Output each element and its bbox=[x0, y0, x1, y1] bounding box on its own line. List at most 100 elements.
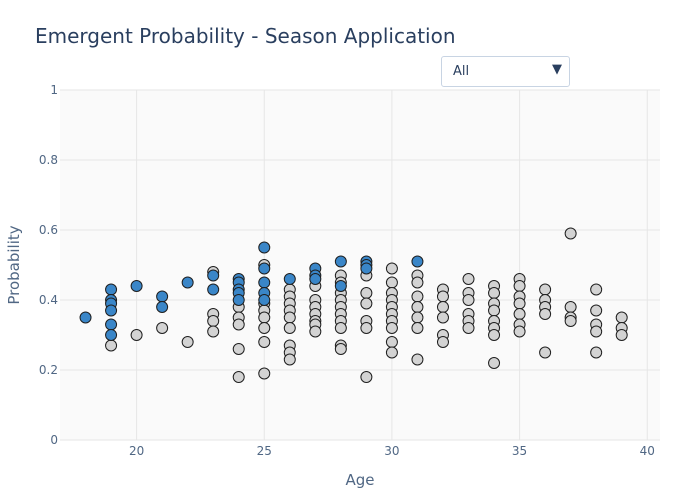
chart-title: Emergent Probability - Season Applicatio… bbox=[35, 24, 456, 48]
scatter-point-default bbox=[258, 336, 271, 348]
scatter-point-highlight bbox=[360, 262, 373, 275]
scatter-point-highlight bbox=[258, 262, 271, 275]
scatter-point-highlight bbox=[105, 318, 118, 331]
scatter-point-default bbox=[283, 353, 296, 366]
scatter-point-default bbox=[105, 339, 118, 352]
y-tick-label: 0.8 bbox=[39, 153, 58, 167]
x-tick-label: 30 bbox=[384, 444, 399, 458]
scatter-point-default bbox=[258, 322, 271, 334]
dropdown-selected-value: All bbox=[453, 64, 470, 79]
scatter-point-default bbox=[130, 329, 143, 341]
scatter-point-default bbox=[411, 353, 424, 366]
scatter-point-default bbox=[590, 304, 603, 317]
scatter-point-default bbox=[411, 276, 424, 289]
scatter-point-default bbox=[360, 287, 373, 299]
x-tick-label: 25 bbox=[257, 444, 272, 458]
y-tick-label: 0 bbox=[50, 433, 58, 447]
scatter-point-default bbox=[385, 346, 398, 359]
scatter-point-default bbox=[539, 283, 552, 296]
x-tick-label: 20 bbox=[129, 444, 144, 458]
scatter-point-default bbox=[232, 371, 245, 383]
scatter-point-highlight bbox=[258, 241, 271, 254]
scatter-point-default bbox=[385, 276, 398, 289]
scatter-point-default bbox=[360, 322, 373, 334]
scatter-point-highlight bbox=[105, 304, 118, 317]
x-tick-label: 40 bbox=[640, 444, 655, 458]
scatter-point-default bbox=[513, 280, 526, 292]
scatter-point-default bbox=[207, 315, 220, 327]
x-tick-label: 35 bbox=[512, 444, 527, 458]
y-axis-title: Probability bbox=[5, 225, 23, 304]
scatter-point-default bbox=[590, 325, 603, 338]
y-tick-label: 1 bbox=[50, 83, 58, 97]
season-filter-dropdown[interactable]: All ▼ bbox=[441, 56, 570, 87]
scatter-point-default bbox=[360, 371, 373, 383]
scatter-point-default bbox=[232, 318, 245, 331]
scatter-point-default bbox=[258, 367, 271, 380]
scatter-point-highlight bbox=[79, 311, 92, 324]
plot-area bbox=[60, 90, 660, 440]
scatter-point-default bbox=[283, 322, 296, 334]
axis-ticks: 20 25 30 35 40 0 0.2 0.4 0.6 0.8 1 bbox=[39, 83, 655, 458]
scatter-point-default bbox=[232, 343, 245, 355]
scatter-point-default bbox=[564, 227, 577, 240]
scatter-point-default bbox=[436, 301, 449, 313]
scatter-point-default bbox=[156, 322, 169, 334]
triangle-down-icon: ▼ bbox=[552, 62, 562, 77]
scatter-point-default bbox=[488, 357, 501, 369]
highlight-series bbox=[79, 241, 424, 341]
scatter-point-highlight bbox=[309, 273, 322, 285]
scatter-point-highlight bbox=[181, 276, 194, 289]
x-axis-title: Age bbox=[345, 471, 374, 489]
scatter-point-default bbox=[615, 329, 628, 341]
scatter-point-highlight bbox=[156, 301, 169, 313]
scatter-point-default bbox=[615, 311, 628, 324]
scatter-point-default bbox=[564, 315, 577, 327]
scatter-point-default bbox=[309, 325, 322, 338]
default-series bbox=[105, 227, 628, 383]
scatter-point-default bbox=[513, 325, 526, 338]
scatter-point-default bbox=[590, 346, 603, 359]
scatter-point-highlight bbox=[258, 276, 271, 289]
scatter-point-highlight bbox=[283, 273, 296, 285]
scatter-point-default bbox=[360, 297, 373, 310]
scatter-point-default bbox=[564, 301, 577, 313]
scatter-point-highlight bbox=[258, 294, 271, 306]
scatter-point-default bbox=[411, 290, 424, 303]
scatter-point-default bbox=[334, 322, 347, 334]
scatter-point-highlight bbox=[105, 329, 118, 341]
scatter-point-default bbox=[181, 336, 194, 348]
scatter-point-default bbox=[283, 311, 296, 324]
scatter-point-default bbox=[436, 336, 449, 348]
scatter-point-default bbox=[488, 304, 501, 317]
scatter-point-default bbox=[539, 346, 552, 359]
y-tick-label: 0.2 bbox=[39, 363, 58, 377]
scatter-point-default bbox=[411, 301, 424, 313]
scatter-point-highlight bbox=[411, 255, 424, 268]
scatter-point-highlight bbox=[156, 290, 169, 303]
scatter-point-default bbox=[436, 290, 449, 303]
scatter-point-default bbox=[207, 325, 220, 338]
scatter-point-default bbox=[436, 311, 449, 324]
scatter-point-default bbox=[488, 287, 501, 299]
scatter-point-default bbox=[334, 343, 347, 355]
y-tick-label: 0.6 bbox=[39, 223, 58, 237]
scatter-point-highlight bbox=[207, 269, 220, 282]
scatter-point-default bbox=[385, 322, 398, 334]
scatter-point-highlight bbox=[232, 294, 245, 306]
scatter-point-default bbox=[411, 322, 424, 334]
scatter-point-highlight bbox=[130, 280, 143, 292]
scatter-point-default bbox=[513, 308, 526, 320]
scatter-point-default bbox=[462, 273, 475, 285]
scatter-point-highlight bbox=[334, 280, 347, 292]
scatter-point-default bbox=[462, 322, 475, 334]
scatter-point-highlight bbox=[105, 283, 118, 296]
scatter-point-default bbox=[258, 311, 271, 324]
scatter-point-default bbox=[385, 262, 398, 275]
scatter-point-default bbox=[462, 294, 475, 306]
scatter-point-default bbox=[539, 308, 552, 320]
scatter-point-highlight bbox=[207, 283, 220, 296]
y-tick-label: 0.4 bbox=[39, 293, 58, 307]
scatter-point-default bbox=[590, 283, 603, 296]
